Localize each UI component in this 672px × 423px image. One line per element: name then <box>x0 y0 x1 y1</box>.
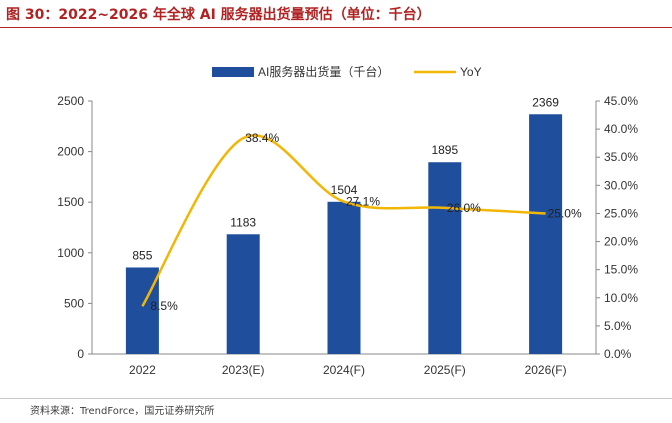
bar <box>428 162 462 354</box>
yoy-value-label: 8.5% <box>150 299 178 313</box>
bar <box>327 201 361 354</box>
bar-value-label: 1504 <box>331 183 358 197</box>
right-tick-label: 30.0% <box>604 178 638 192</box>
legend-bar-swatch <box>212 67 254 77</box>
figure-title: 图 30：2022~2026 年全球 AI 服务器出货量预估（单位：千台） <box>6 7 431 23</box>
yoy-value-label: 26.0% <box>447 201 481 215</box>
right-tick-label: 5.0% <box>604 319 632 333</box>
source-note: 资料来源：TrendForce，国元证券研究所 <box>30 406 215 417</box>
title-divider <box>0 27 672 28</box>
right-tick-label: 40.0% <box>604 122 638 136</box>
yoy-value-label: 25.0% <box>548 206 582 220</box>
yoy-value-label: 38.4% <box>245 131 279 145</box>
x-tick-label: 2026(F) <box>525 363 567 377</box>
x-tick-label: 2025(F) <box>424 363 466 377</box>
bar-value-label: 1895 <box>431 143 458 157</box>
right-tick-label: 35.0% <box>604 150 638 164</box>
bar-value-label: 2369 <box>532 95 559 109</box>
yoy-line <box>141 134 546 307</box>
bar-value-label: 1183 <box>230 215 256 229</box>
bar <box>226 234 260 354</box>
bar <box>125 267 159 354</box>
left-tick-label: 0 <box>77 347 84 361</box>
right-tick-label: 25.0% <box>604 206 638 220</box>
x-tick-label: 2024(F) <box>323 363 365 377</box>
legend-line-label: YoY <box>460 65 482 79</box>
left-tick-label: 2500 <box>57 94 84 108</box>
left-tick-label: 1500 <box>57 195 84 209</box>
x-tick-label: 2023(E) <box>222 363 265 377</box>
right-tick-label: 45.0% <box>604 94 638 108</box>
right-tick-label: 15.0% <box>604 263 638 277</box>
legend-bar-label: AI服务器出货量（千台） <box>258 64 389 79</box>
x-tick-label: 2022 <box>129 363 156 377</box>
right-tick-label: 20.0% <box>604 235 638 249</box>
right-tick-label: 10.0% <box>604 291 638 305</box>
bar <box>529 114 563 354</box>
bar-value-label: 855 <box>132 248 152 262</box>
left-tick-label: 1000 <box>57 246 84 260</box>
source-divider <box>0 398 672 399</box>
yoy-value-label: 27.1% <box>346 195 380 209</box>
left-tick-label: 500 <box>64 296 84 310</box>
left-tick-label: 2000 <box>57 145 84 159</box>
right-tick-label: 0.0% <box>604 347 632 361</box>
